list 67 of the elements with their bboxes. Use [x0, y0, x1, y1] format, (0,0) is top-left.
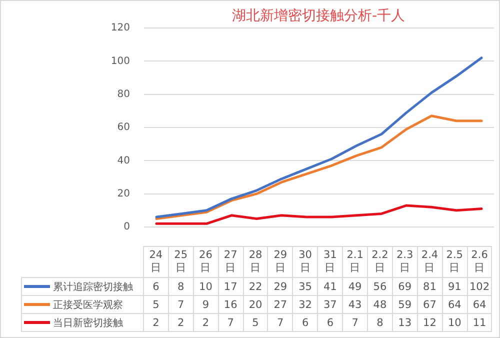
data-label: 13: [392, 314, 418, 332]
x-tick-label: 24日: [144, 246, 168, 278]
data-label: 91: [442, 278, 468, 296]
x-tick-label: 2.5日: [442, 246, 468, 278]
y-tick-label: 120: [110, 22, 130, 34]
data-label: 81: [417, 278, 442, 296]
data-label: 64: [442, 296, 468, 314]
y-tick-label: 40: [117, 155, 130, 166]
data-label: 7: [218, 314, 244, 332]
y-tick-label: 80: [117, 88, 130, 100]
data-label: 20: [243, 296, 268, 314]
x-tick-label: 2.1日: [342, 246, 368, 278]
x-tick-label: 29日: [268, 246, 293, 278]
legend-label: 累计追踪密切接触: [22, 278, 144, 296]
data-label: 22: [243, 278, 268, 296]
data-label: 8: [368, 314, 392, 332]
data-label: 11: [467, 314, 492, 332]
legend-label: 当日新密切接触: [22, 314, 144, 332]
data-label: 64: [467, 296, 492, 314]
data-label: 7: [342, 314, 368, 332]
legend-label: 正接受医学观察: [22, 296, 144, 314]
x-tick-label: 28日: [243, 246, 268, 278]
x-tick-label: 2.6日: [467, 246, 492, 278]
data-label: 67: [417, 296, 442, 314]
data-label: 8: [168, 278, 194, 296]
data-label: 6: [318, 314, 343, 332]
x-tick-label: 26日: [193, 246, 218, 278]
data-label: 29: [268, 278, 293, 296]
data-label: 2: [168, 314, 194, 332]
data-label: 12: [417, 314, 442, 332]
x-tick-label: 2.4日: [417, 246, 442, 278]
data-label: 56: [368, 278, 392, 296]
data-label: 2: [193, 314, 218, 332]
data-label: 10: [442, 314, 468, 332]
y-tick-label: 20: [117, 188, 130, 200]
data-label: 6: [292, 314, 318, 332]
data-label: 48: [368, 296, 392, 314]
x-tick-label: 2.3日: [392, 246, 418, 278]
x-tick-label: 27日: [218, 246, 244, 278]
data-label: 35: [292, 278, 318, 296]
data-label: 27: [268, 296, 293, 314]
data-label: 7: [168, 296, 194, 314]
data-label: 5: [243, 314, 268, 332]
data-label: 32: [292, 296, 318, 314]
x-tick-label: 2.2日: [368, 246, 392, 278]
data-label: 102: [467, 278, 492, 296]
data-label: 41: [318, 278, 343, 296]
data-label: 43: [342, 296, 368, 314]
x-tick-label: 30日: [292, 246, 318, 278]
y-tick-label: 60: [117, 122, 130, 134]
chart-title: 湖北新增密切接触分析-千人: [230, 7, 406, 25]
data-label: 5: [144, 296, 168, 314]
data-label: 17: [218, 278, 244, 296]
y-tick-label: 0: [124, 222, 130, 233]
x-tick-label: 31日: [318, 246, 343, 278]
x-tick-label: 25日: [168, 246, 194, 278]
data-label: 16: [218, 296, 244, 314]
data-label: 10: [193, 278, 218, 296]
data-label: 69: [392, 278, 418, 296]
y-tick-label: 100: [110, 56, 130, 67]
data-label: 49: [342, 278, 368, 296]
data-label: 6: [144, 278, 168, 296]
data-label: 37: [318, 296, 343, 314]
data-label: 59: [392, 296, 418, 314]
data-label: 9: [193, 296, 218, 314]
data-label: 2: [144, 314, 168, 332]
data-label: 7: [268, 314, 293, 332]
